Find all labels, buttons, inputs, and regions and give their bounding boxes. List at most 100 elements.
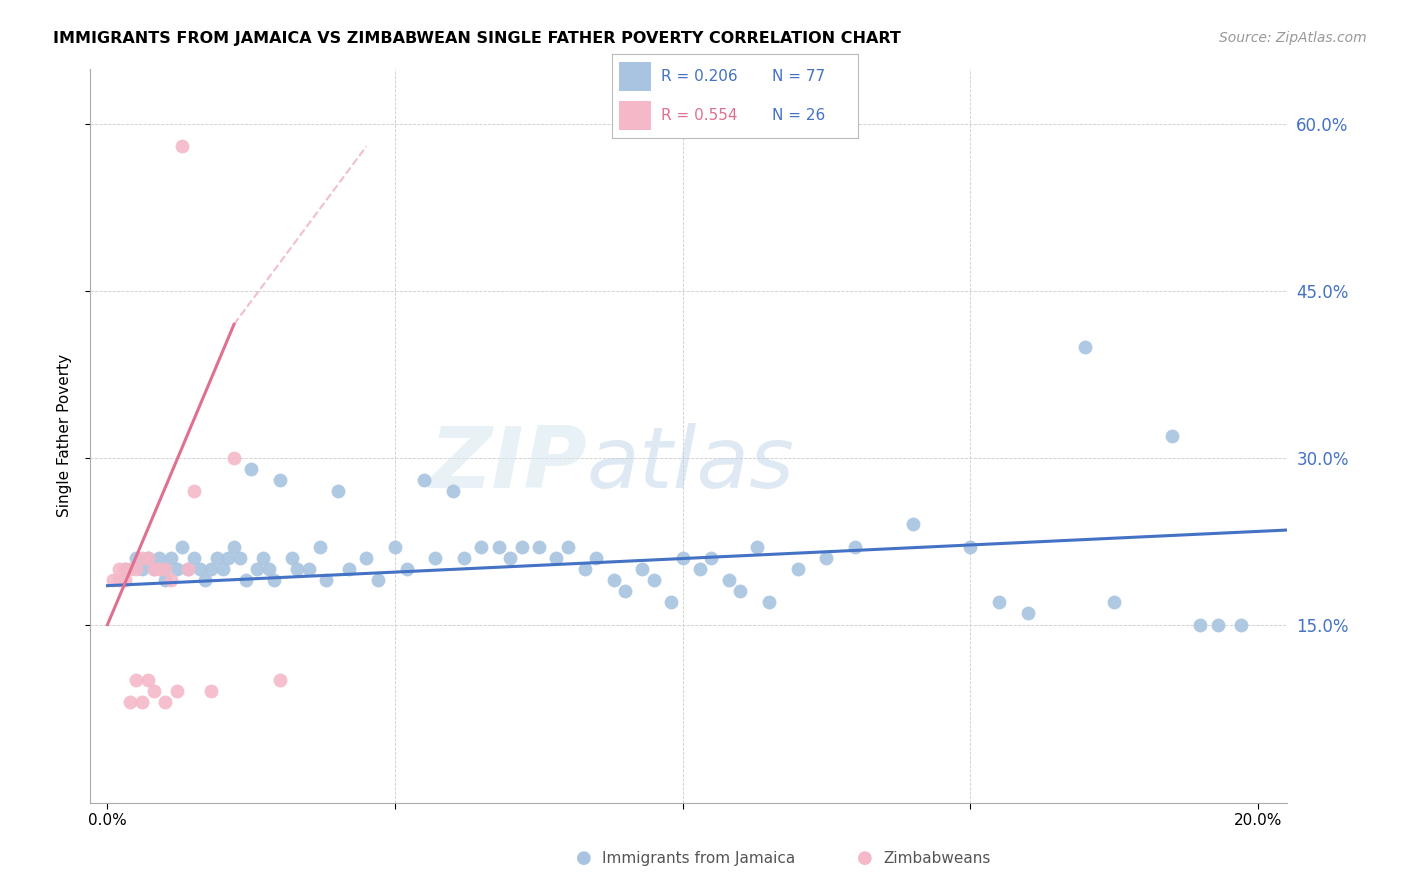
Point bbox=[728, 584, 751, 599]
Point bbox=[280, 550, 302, 565]
Point bbox=[114, 562, 136, 576]
Point bbox=[172, 139, 194, 153]
Point bbox=[315, 573, 337, 587]
Point bbox=[659, 595, 682, 609]
Point bbox=[1229, 617, 1251, 632]
Point bbox=[148, 550, 170, 565]
Bar bbox=[619, 62, 651, 91]
Point bbox=[246, 562, 269, 576]
Point bbox=[200, 684, 222, 698]
Point bbox=[263, 573, 285, 587]
Point bbox=[136, 550, 159, 565]
Point bbox=[108, 573, 131, 587]
Point bbox=[166, 684, 188, 698]
Point bbox=[453, 550, 475, 565]
Point bbox=[470, 540, 492, 554]
Text: Immigrants from Jamaica: Immigrants from Jamaica bbox=[602, 851, 794, 865]
Point bbox=[172, 540, 194, 554]
Point bbox=[643, 573, 665, 587]
Point bbox=[120, 562, 142, 576]
Text: atlas: atlas bbox=[586, 424, 794, 507]
Point bbox=[585, 550, 607, 565]
Point bbox=[395, 562, 418, 576]
Point bbox=[142, 562, 165, 576]
Point bbox=[614, 584, 637, 599]
Point bbox=[142, 562, 165, 576]
Point bbox=[527, 540, 550, 554]
Point bbox=[815, 550, 838, 565]
Point bbox=[747, 540, 769, 554]
Point bbox=[177, 562, 200, 576]
Point bbox=[1160, 428, 1182, 442]
Text: N = 77: N = 77 bbox=[772, 69, 825, 84]
Point bbox=[574, 562, 596, 576]
Point bbox=[142, 684, 165, 698]
Point bbox=[1189, 617, 1212, 632]
Point bbox=[269, 673, 291, 688]
Point bbox=[441, 484, 464, 499]
Point bbox=[148, 562, 170, 576]
Point bbox=[631, 562, 654, 576]
Point bbox=[717, 573, 740, 587]
Text: Zimbabweans: Zimbabweans bbox=[883, 851, 990, 865]
Y-axis label: Single Father Poverty: Single Father Poverty bbox=[58, 354, 72, 517]
Text: Source: ZipAtlas.com: Source: ZipAtlas.com bbox=[1219, 31, 1367, 45]
Point bbox=[488, 540, 510, 554]
Point bbox=[200, 562, 222, 576]
Point bbox=[557, 540, 579, 554]
Point bbox=[125, 673, 148, 688]
Point bbox=[235, 573, 257, 587]
Point bbox=[1074, 340, 1097, 354]
Point bbox=[114, 573, 136, 587]
Point bbox=[901, 517, 924, 532]
Point bbox=[326, 484, 349, 499]
Point bbox=[257, 562, 280, 576]
Point bbox=[356, 550, 378, 565]
Point bbox=[222, 450, 245, 465]
Point bbox=[166, 562, 188, 576]
Point bbox=[367, 573, 389, 587]
Point bbox=[412, 473, 434, 487]
Point bbox=[269, 473, 291, 487]
Text: ●: ● bbox=[575, 849, 592, 867]
Point bbox=[602, 573, 624, 587]
Point bbox=[384, 540, 406, 554]
Point bbox=[988, 595, 1011, 609]
Point bbox=[153, 573, 176, 587]
Point bbox=[222, 540, 245, 554]
Point bbox=[131, 550, 153, 565]
Point bbox=[786, 562, 808, 576]
Point bbox=[240, 462, 263, 476]
Point bbox=[298, 562, 321, 576]
Point bbox=[159, 550, 181, 565]
Point bbox=[114, 562, 136, 576]
Point bbox=[211, 562, 233, 576]
Point bbox=[546, 550, 568, 565]
Point bbox=[499, 550, 522, 565]
Point bbox=[252, 550, 274, 565]
Point bbox=[153, 562, 176, 576]
Text: N = 26: N = 26 bbox=[772, 108, 825, 123]
Point bbox=[159, 573, 181, 587]
Point bbox=[125, 562, 148, 576]
Point bbox=[309, 540, 332, 554]
Text: R = 0.554: R = 0.554 bbox=[661, 108, 737, 123]
Point bbox=[844, 540, 866, 554]
Point bbox=[758, 595, 780, 609]
Point bbox=[108, 562, 131, 576]
Point bbox=[136, 673, 159, 688]
Text: ●: ● bbox=[856, 849, 873, 867]
Point bbox=[700, 550, 723, 565]
Bar bbox=[619, 101, 651, 130]
Point bbox=[285, 562, 308, 576]
Point bbox=[177, 562, 200, 576]
Point bbox=[425, 550, 447, 565]
Point bbox=[1102, 595, 1125, 609]
Point bbox=[136, 550, 159, 565]
Point bbox=[183, 484, 205, 499]
Point bbox=[672, 550, 695, 565]
Point bbox=[103, 573, 125, 587]
Point bbox=[205, 550, 228, 565]
Point bbox=[183, 550, 205, 565]
Point bbox=[188, 562, 211, 576]
